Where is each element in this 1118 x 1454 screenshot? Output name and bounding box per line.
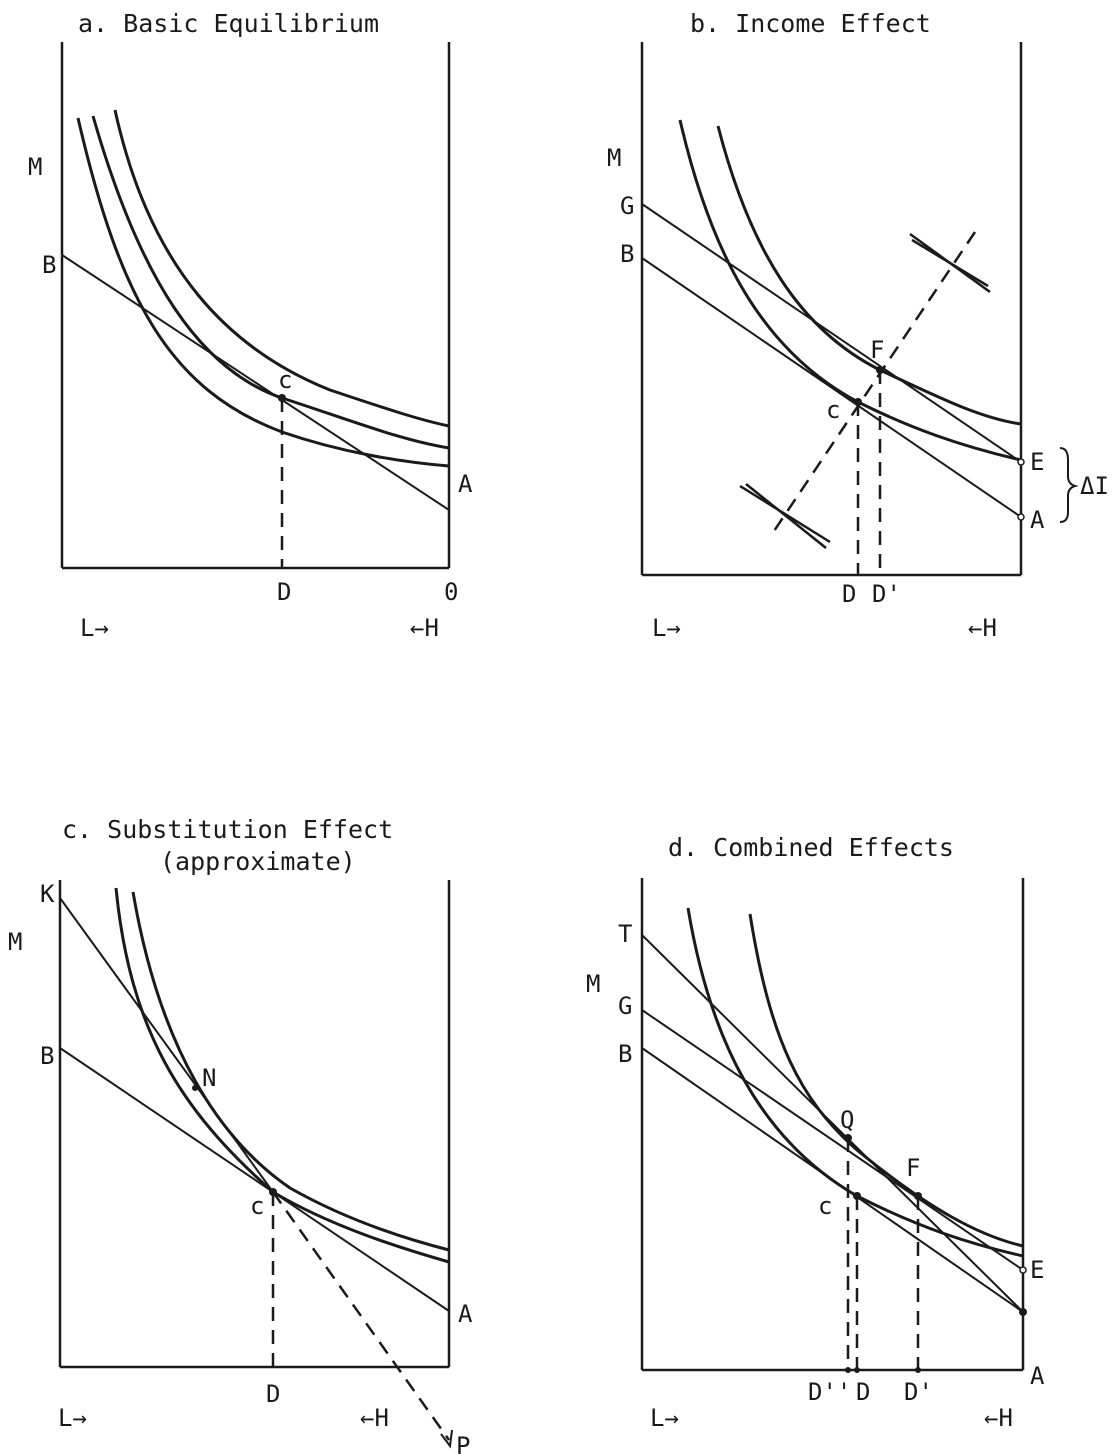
panel-d-point-f [914, 1192, 922, 1200]
panel-c-budget-line-kn [59, 897, 274, 1193]
panel-c-point-c [269, 1188, 277, 1196]
panel-b-label-delta-i: ΔI [1080, 472, 1109, 500]
panel-c-label-h: ←H [360, 1404, 389, 1432]
panel-d-label-q: Q [840, 1106, 854, 1134]
panel-a-label-b: B [42, 251, 56, 279]
panel-d-indifference-curve-low [686, 907, 1024, 1258]
panel-a-label-l: L→ [80, 614, 109, 642]
panel-b-income-expansion-path [770, 231, 977, 535]
panel-c-title-line1: c. Substitution Effect [62, 815, 393, 844]
panel-d-label-l: L→ [650, 1404, 679, 1432]
panel-b-point-e [1017, 458, 1025, 466]
panel-c-label-k: K [40, 880, 55, 908]
panel-c-arrowhead-p [440, 1429, 453, 1449]
panel-b-point-f [876, 366, 884, 374]
panel-c-label-b: B [40, 1042, 54, 1070]
panel-d-point-q [844, 1134, 852, 1142]
panel-b-label-c: c [826, 396, 840, 424]
panel-c-label-p: P [456, 1432, 470, 1454]
panel-a-label-d: D [277, 578, 291, 606]
panel-d-label-m: M [586, 970, 600, 998]
panel-b-label-d: D [842, 580, 856, 608]
panel-b-tangent-high-2 [911, 238, 989, 288]
panel-d-budget-line-ge [641, 1009, 1024, 1271]
panel-b-label-dprime: D' [872, 580, 901, 608]
panel-a: a. Basic Equilibrium M B c A D 0 L→ ←H [28, 9, 473, 642]
panel-b: b. Income Effect M G B F c E A ΔI D D' L… [607, 9, 1109, 642]
panel-d-title: d. Combined Effects [668, 833, 954, 862]
panel-a-indifference-curve-1 [76, 117, 450, 468]
panel-d-label-g: G [618, 992, 632, 1020]
panel-b-indifference-curve-high [716, 125, 1022, 426]
panel-d-point-e [1019, 1266, 1027, 1274]
panel-b-indifference-curve-low [678, 119, 1022, 462]
panel-b-label-e: E [1030, 448, 1044, 476]
panel-d-tick-dprime [915, 1367, 921, 1373]
panel-d-budget-line-ta [641, 934, 1024, 1313]
panel-d-label-e: E [1030, 1256, 1044, 1284]
panel-d-label-c: c [818, 1192, 832, 1220]
panel-c-budget-line-ba [59, 1047, 450, 1312]
panel-c: c. Substitution Effect (approximate) M K… [8, 815, 473, 1454]
panel-d-point-a [1019, 1308, 1027, 1316]
panel-d-label-h: ←H [984, 1404, 1013, 1432]
panel-c-indifference-curve-2 [131, 891, 450, 1252]
panel-b-label-g: G [620, 192, 634, 220]
panel-d-tick-d [854, 1367, 860, 1373]
panel-b-title: b. Income Effect [690, 9, 931, 38]
panel-d-indifference-curve-high [748, 913, 1024, 1248]
panel-c-label-d: D [266, 1380, 280, 1408]
panel-d-label-dpp: D'' [808, 1378, 851, 1406]
panel-d: d. Combined Effects M T G B Q F c E A D'… [586, 833, 1045, 1432]
panel-c-dashed-extension-p [271, 1191, 451, 1441]
panel-b-point-a [1017, 513, 1025, 521]
panel-d-label-a: A [1030, 1362, 1045, 1390]
panel-b-label-b: B [620, 240, 634, 268]
panel-a-label-h: ←H [410, 614, 439, 642]
panel-d-budget-line-ba [641, 1047, 1024, 1313]
panel-b-label-l: L→ [652, 614, 681, 642]
panel-a-title: a. Basic Equilibrium [78, 9, 379, 38]
panel-a-budget-line-ba [61, 254, 450, 511]
panel-a-label-m: M [28, 153, 42, 181]
panel-a-label-c: c [278, 366, 292, 394]
panel-d-label-dprime: D' [904, 1378, 933, 1406]
panel-a-label-o: 0 [444, 578, 458, 606]
panel-b-label-h: ←H [968, 614, 997, 642]
panel-c-label-a: A [458, 1300, 473, 1328]
panel-a-label-a: A [458, 470, 473, 498]
panel-c-label-l: L→ [58, 1404, 87, 1432]
panel-a-point-c [278, 394, 286, 402]
panel-c-label-m: M [8, 928, 22, 956]
panel-b-tangent-low-2 [745, 483, 827, 549]
panel-b-point-c [854, 398, 862, 406]
panel-d-label-b: B [618, 1040, 632, 1068]
panel-b-delta-brace [1059, 447, 1079, 523]
panel-b-budget-line-ge [641, 203, 1022, 463]
panel-d-tick-dpp [845, 1367, 851, 1373]
panel-b-budget-line-ba [641, 257, 1022, 518]
panel-a-indifference-curve-3 [113, 109, 450, 428]
panel-d-label-t: T [618, 920, 632, 948]
panel-a-indifference-curve-2 [91, 115, 450, 450]
panel-c-title-line2: (approximate) [160, 847, 356, 876]
panel-d-label-d: D [856, 1378, 870, 1406]
panel-c-point-n [192, 1085, 198, 1091]
panel-b-label-a: A [1030, 506, 1045, 534]
panel-b-label-m: M [607, 144, 621, 172]
panel-c-indifference-curve-1 [114, 887, 450, 1264]
panel-d-point-c [853, 1192, 861, 1200]
panel-c-label-n: N [202, 1064, 216, 1092]
panel-c-label-c: c [250, 1192, 264, 1220]
panel-b-label-f: F [870, 336, 884, 364]
panel-d-label-f: F [906, 1154, 920, 1182]
